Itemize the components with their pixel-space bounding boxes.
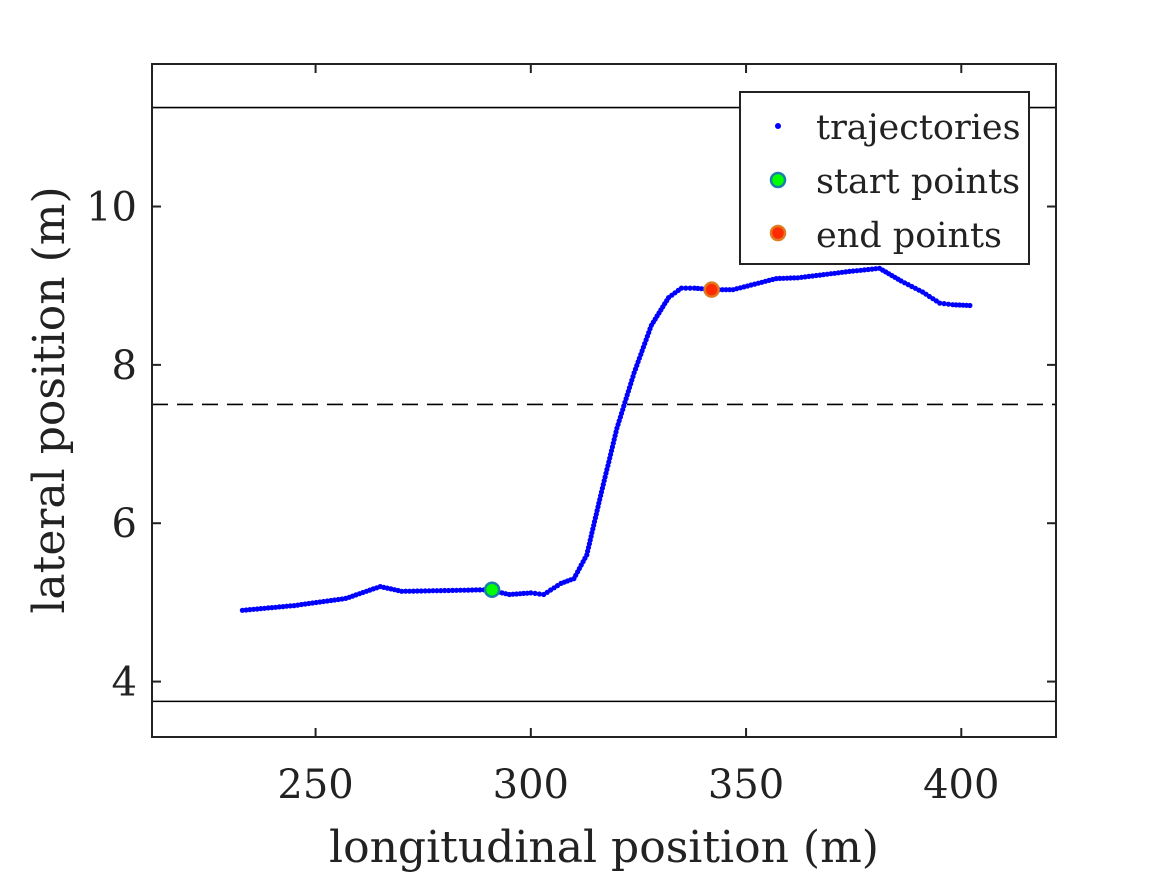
trajectory-point [941,301,947,307]
trajectory-point [937,300,943,306]
x-axis-label: longitudinal position (m) [329,822,879,873]
legend-label-trajectories: trajectories [816,108,1021,148]
trajectory-point [399,588,405,594]
trajectory-point [450,587,456,594]
x-tick-label: 400 [923,762,999,808]
trajectory-point [865,266,871,273]
y-tick-label: 8 [112,343,137,389]
x-tick-label: 300 [493,762,569,808]
trajectory-point [461,587,467,593]
legend-box [739,91,1030,265]
trajectory-point [453,587,460,593]
trajectory-point [687,285,693,291]
plot-frame [151,63,1057,738]
trajectory-point [477,587,483,593]
trajectory-point [410,588,416,594]
trajectory-point [850,268,856,274]
trajectory-point [719,287,726,293]
legend-marker-start-points [769,171,787,189]
trajectory-point [434,588,440,594]
trajectory-point [446,587,452,594]
trajectory-point [678,285,685,291]
trajectory-point [247,607,253,613]
trajectory-point [430,588,436,594]
y-axis-label: lateral position (m) [24,186,75,613]
trajectory-point [465,587,471,593]
end-point [703,281,720,298]
trajectory-point [414,588,420,594]
plot-area [239,265,973,613]
y-tick-label: 4 [112,660,137,706]
trajectory-point [861,267,868,273]
trajectory-point [469,587,475,593]
start-point [483,581,501,598]
trajectory-point [422,588,428,594]
trajectory-point [239,607,245,613]
y-tick-label: 10 [86,185,137,231]
legend: trajectories start points end points [739,91,1030,265]
trajectory-point [873,266,879,272]
trajectory-point [854,268,860,274]
trajectory-point [967,302,973,309]
trajectory-point [683,285,689,291]
x-tick-label: 250 [277,762,353,808]
y-tick-label: 6 [112,501,137,547]
legend-marker-trajectories [775,123,781,129]
trajectory-point [945,301,952,307]
trajectory-point [473,587,479,593]
trajectory-point [528,590,534,596]
trajectory-point [723,287,729,293]
legend-marker-end-points [769,224,787,242]
axis-ticks: 250 300 350 400 4 6 8 10 [86,64,1056,808]
trajectory-point [532,590,538,597]
trajectory-point [442,587,448,594]
trajectory-point [438,588,444,594]
trajectory-point [258,606,264,612]
trajectory-point [418,588,424,594]
legend-label-end-points: end points [816,216,1002,256]
trajectory-point [250,606,257,612]
trajectory-point [406,588,413,594]
trajectory-point [457,587,463,593]
legend-label-start-points: start points [816,162,1020,202]
trajectory-point [426,588,432,594]
x-tick-label: 350 [708,762,784,808]
trajectory-point [536,591,543,597]
trajectory-point [403,588,409,594]
